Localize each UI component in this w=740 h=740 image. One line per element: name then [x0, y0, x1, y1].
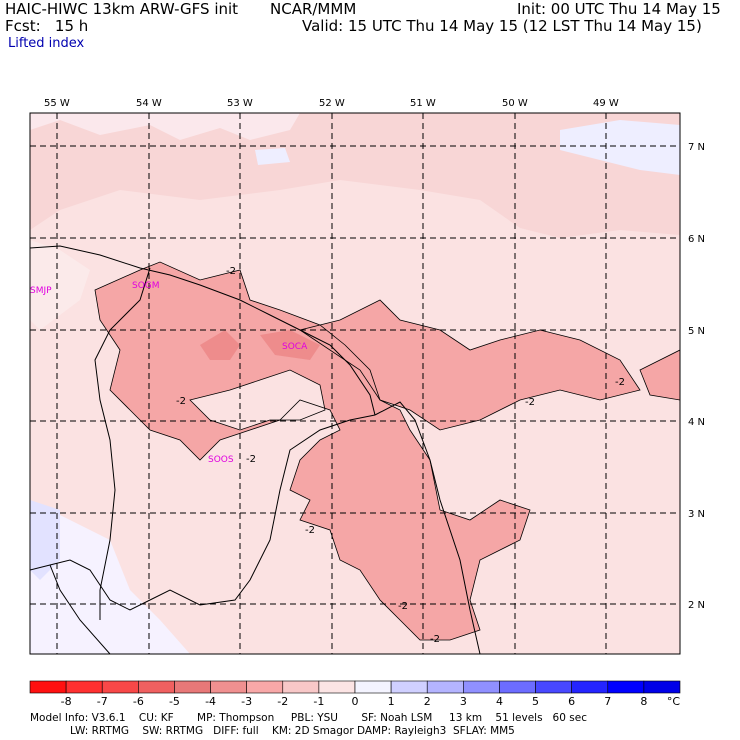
colorbar-swatch: [282, 680, 320, 694]
lon-label: 49 W: [593, 98, 619, 109]
lon-label: 53 W: [227, 98, 253, 109]
field-name: Lifted index: [8, 36, 85, 51]
colorbar-unit: °C: [667, 695, 681, 708]
far-east-minus2-region: [640, 350, 680, 400]
colorbar-swatch: [354, 680, 392, 694]
colorbar-swatch: [29, 680, 67, 694]
contour-label: -2: [525, 397, 535, 408]
lat-label: 3 N: [688, 509, 705, 520]
lon-label: 55 W: [44, 98, 70, 109]
upper-region: [30, 113, 680, 238]
colorbar-level-label: 8: [640, 695, 647, 708]
colorbar-level-label: -2: [277, 695, 288, 708]
lat-label: 6 N: [688, 234, 705, 245]
colorbar-swatch: [318, 680, 356, 694]
colorbar-swatch: [246, 680, 284, 694]
lat-label: 5 N: [688, 326, 705, 337]
colorbar-level-label: -4: [205, 695, 216, 708]
contour-label: -2: [226, 266, 236, 277]
border-southwest: [49, 564, 111, 654]
map-frame: [29, 112, 681, 655]
station-soos: SOOS: [208, 455, 234, 465]
contours: [94, 261, 680, 641]
colorbar-level-label: 2: [424, 695, 431, 708]
southwest-blue-patch: [30, 500, 60, 580]
longitude-labels: 55 W 54 W 53 W 52 W 51 W 50 W 49 W: [44, 98, 619, 109]
colorbar-swatch: [390, 680, 428, 694]
upper-blue-patch: [560, 120, 680, 175]
colorbar-level-label: 3: [460, 695, 467, 708]
southwest-pale-region: [30, 500, 190, 654]
boundaries: [30, 245, 481, 654]
colorbar-level-label: 6: [568, 695, 575, 708]
colorbar-swatch: [499, 680, 536, 694]
lifted-index-minus2-region: [95, 262, 530, 640]
border-west: [94, 267, 151, 620]
colorbar-level-label: 1: [388, 695, 395, 708]
colorbar-level-label: -5: [169, 695, 180, 708]
colorbar-swatch: [571, 680, 609, 694]
init-time: Init: 00 UTC Thu 14 May 15: [517, 0, 721, 18]
valid-time: Valid: 15 UTC Thu 14 May 15 (12 LST Thu …: [302, 17, 702, 35]
colorbar-level-label: 5: [532, 695, 539, 708]
lon-label: 51 W: [410, 98, 436, 109]
contour-label: -2: [246, 454, 256, 465]
contour-label: -2: [430, 634, 440, 645]
upper-white-patch: [30, 113, 300, 140]
colorbar-level-label: -6: [133, 695, 144, 708]
org-label: NCAR/MMM: [270, 0, 357, 18]
contour-label: -2: [398, 601, 408, 612]
colorbar-swatch: [426, 680, 464, 694]
colorbar: -8 -7 -6 -5 -4 -3 -2 -1 0 1 2 3 4 5 6 7 8 °C: [29, 680, 681, 708]
model-info-line1: Model Info: V3.6.1 CU: KF MP: Thompson P…: [30, 712, 587, 724]
border-south: [30, 414, 376, 611]
latitude-labels: 7 N 6 N 5 N 4 N 3 N 2 N: [688, 142, 705, 611]
colorbar-swatch: [535, 680, 572, 694]
colorbar-swatch: [210, 680, 247, 694]
forecast-hour: Fcst: 15 h: [5, 17, 89, 35]
contour-label: -2: [305, 525, 315, 536]
contour-labels: -2 -2 -2 -2 -2 -2 -2 -2: [176, 266, 625, 645]
lat-label: 4 N: [688, 417, 705, 428]
station-soca: SOCA: [282, 342, 308, 352]
model-title: HAIC-HIWC 13km ARW-GFS init: [5, 0, 239, 18]
colorbar-swatch: [138, 680, 175, 694]
colorbar-level-label: -1: [313, 695, 324, 708]
east-minus2-region: [300, 300, 640, 430]
colorbar-swatch: [174, 680, 211, 694]
colorbar-swatch: [607, 680, 645, 694]
inner-pale-hole: [190, 370, 325, 430]
coastline: [30, 245, 376, 416]
map-fill: [30, 113, 680, 654]
border-east: [374, 401, 481, 654]
colorbar-level-label: -8: [61, 695, 72, 708]
colorbar-swatch: [101, 680, 139, 694]
latlon-grid: [30, 113, 680, 654]
contour-label: -2: [615, 377, 625, 388]
colorbar-level-label: -7: [97, 695, 108, 708]
colorbar-swatch: [463, 680, 500, 694]
minus3-blob: [260, 330, 320, 360]
lat-label: 2 N: [688, 600, 705, 611]
colorbar-level-label: 0: [352, 695, 359, 708]
station-sogm: SOGM: [132, 281, 160, 291]
west-pale-patch: [30, 240, 90, 330]
station-smjp: SMJP: [30, 286, 52, 296]
lat-label: 7 N: [688, 142, 705, 153]
lon-label: 54 W: [136, 98, 162, 109]
colorbar-level-label: 4: [496, 695, 503, 708]
colorbar-level-label: -3: [241, 695, 252, 708]
lon-label: 50 W: [502, 98, 528, 109]
small-blue-patch: [255, 148, 290, 165]
colorbar-swatch: [643, 680, 681, 694]
minus3-blob: [200, 330, 240, 360]
contour-label: -2: [176, 396, 186, 407]
colorbar-swatch: [65, 680, 103, 694]
model-info-line2: LW: RRTMG SW: RRTMG DIFF: full KM: 2D Sm…: [30, 725, 515, 737]
lon-label: 52 W: [319, 98, 345, 109]
colorbar-level-label: 7: [604, 695, 611, 708]
